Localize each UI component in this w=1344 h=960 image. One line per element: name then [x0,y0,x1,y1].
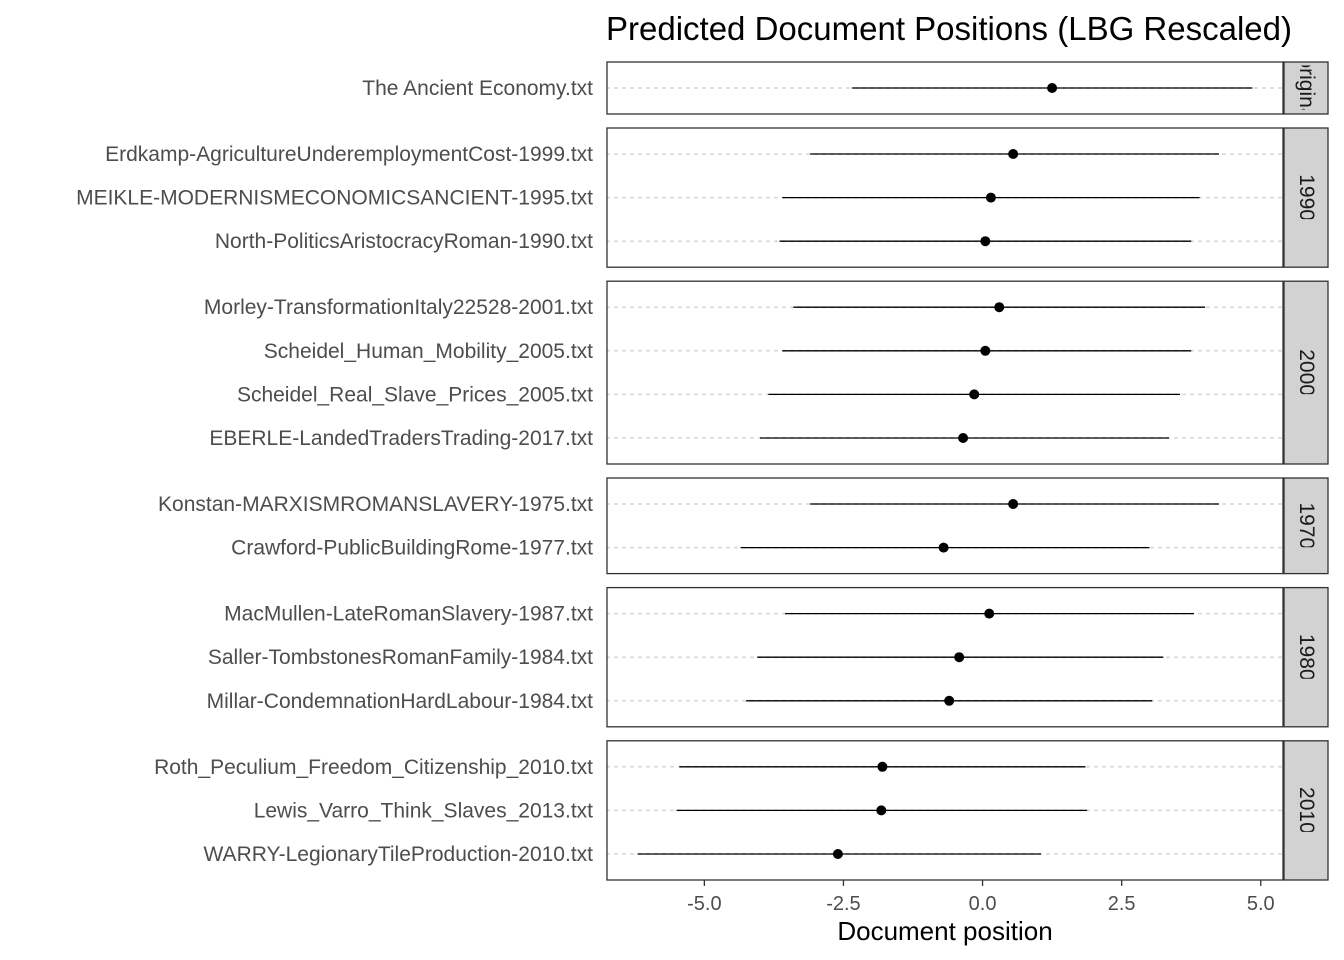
document-label: MEIKLE-MODERNISMECONOMICSANCIENT-1995.tx… [76,187,593,210]
estimate-point [1008,499,1019,509]
facet-strip [1283,280,1329,465]
x-tick-label: -2.5 [826,893,860,915]
facet-strip [1283,127,1329,268]
document-label: Scheidel_Human_Mobility_2005.txt [264,340,593,363]
facet-strip-label: 1990 [1295,174,1318,221]
document-label: MacMullen-LateRomanSlavery-1987.txt [224,603,593,626]
facet-strip-label: 2000 [1295,349,1318,396]
panel-border [606,280,1284,465]
document-label: Saller-TombstonesRomanFamily-1984.txt [208,646,593,669]
chart-title: Predicted Document Positions (LBG Rescal… [606,10,1292,47]
facet-strip [1283,740,1329,881]
panel-border [606,586,1284,728]
x-tick-label: 0.0 [969,893,997,915]
panel-border [606,127,1284,268]
estimate-point [994,302,1005,313]
facet-strip-label: 1980 [1295,634,1318,681]
document-label: WARRY-LegionaryTileProduction-2010.txt [204,843,594,866]
facet-panel-1990: Erdkamp-AgricultureUnderemploymentCost-1… [76,127,1329,268]
panel-background [607,281,1283,464]
estimate-point [958,433,969,443]
document-label: Morley-TransformationItaly22528-2001.txt [204,296,593,319]
estimate-point [954,652,965,663]
document-label: Scheidel_Real_Slave_Prices_2005.txt [237,383,593,406]
estimate-point [944,695,955,706]
estimate-point [980,236,991,247]
estimate-point [980,345,991,356]
estimate-point [832,849,843,859]
estimate-point [1047,83,1058,93]
facet-strip [1283,586,1329,728]
panel-border [606,740,1284,881]
facet-panel-original: The Ancient Economy.txt origina [362,56,1329,119]
document-label: Lewis_Varro_Think_Slaves_2013.txt [254,799,593,822]
facet-strip [1283,477,1329,575]
document-label: EBERLE-LandedTradersTrading-2017.txt [209,427,593,450]
document-label: Konstan-MARXISMROMANSLAVERY-1975.txt [158,493,593,516]
panel-background [607,478,1283,574]
facet-strip-label: origina [1295,56,1318,119]
document-label: Roth_Peculium_Freedom_Citizenship_2010.t… [154,756,593,779]
document-label: Crawford-PublicBuildingRome-1977.txt [231,537,593,560]
estimate-point [876,805,887,816]
panel-border [606,477,1284,575]
facet-strip [1283,61,1329,115]
panel-border [606,61,1284,115]
document-label: North-PoliticsAristocracyRoman-1990.txt [215,230,593,253]
estimate-point [984,608,995,619]
facet-panel-2010: Roth_Peculium_Freedom_Citizenship_2010.t… [154,740,1329,881]
x-tick-label: -5.0 [687,893,721,915]
facet-panel-1980: MacMullen-LateRomanSlavery-1987.txt Salle… [207,586,1329,728]
x-tick-label: 2.5 [1108,893,1136,915]
facet-panel-1970: Konstan-MARXISMROMANSLAVERY-1975.txt Craw… [158,477,1329,575]
x-tick-label: 5.0 [1247,893,1275,915]
x-axis-title: Document position [837,916,1052,946]
document-label: Erdkamp-AgricultureUnderemploymentCost-1… [105,143,593,166]
facet-strip-label: 2010 [1295,787,1318,834]
document-label: Millar-CondemnationHardLabour-1984.txt [207,690,594,713]
document-label: The Ancient Economy.txt [362,77,593,100]
facet-strip-label: 1970 [1295,502,1318,549]
estimate-point [985,192,996,203]
facet-panels: The Ancient Economy.txt origina Erdkamp-Ag… [76,56,1329,881]
facet-panel-2000: Morley-TransformationItaly22528-2001.txt… [204,280,1329,465]
estimate-point [1008,149,1019,159]
x-axis: -5.0 -2.5 0.0 2.5 5.0 [687,880,1275,915]
estimate-point [877,761,888,772]
estimate-point [938,542,949,553]
estimate-point [969,389,980,400]
